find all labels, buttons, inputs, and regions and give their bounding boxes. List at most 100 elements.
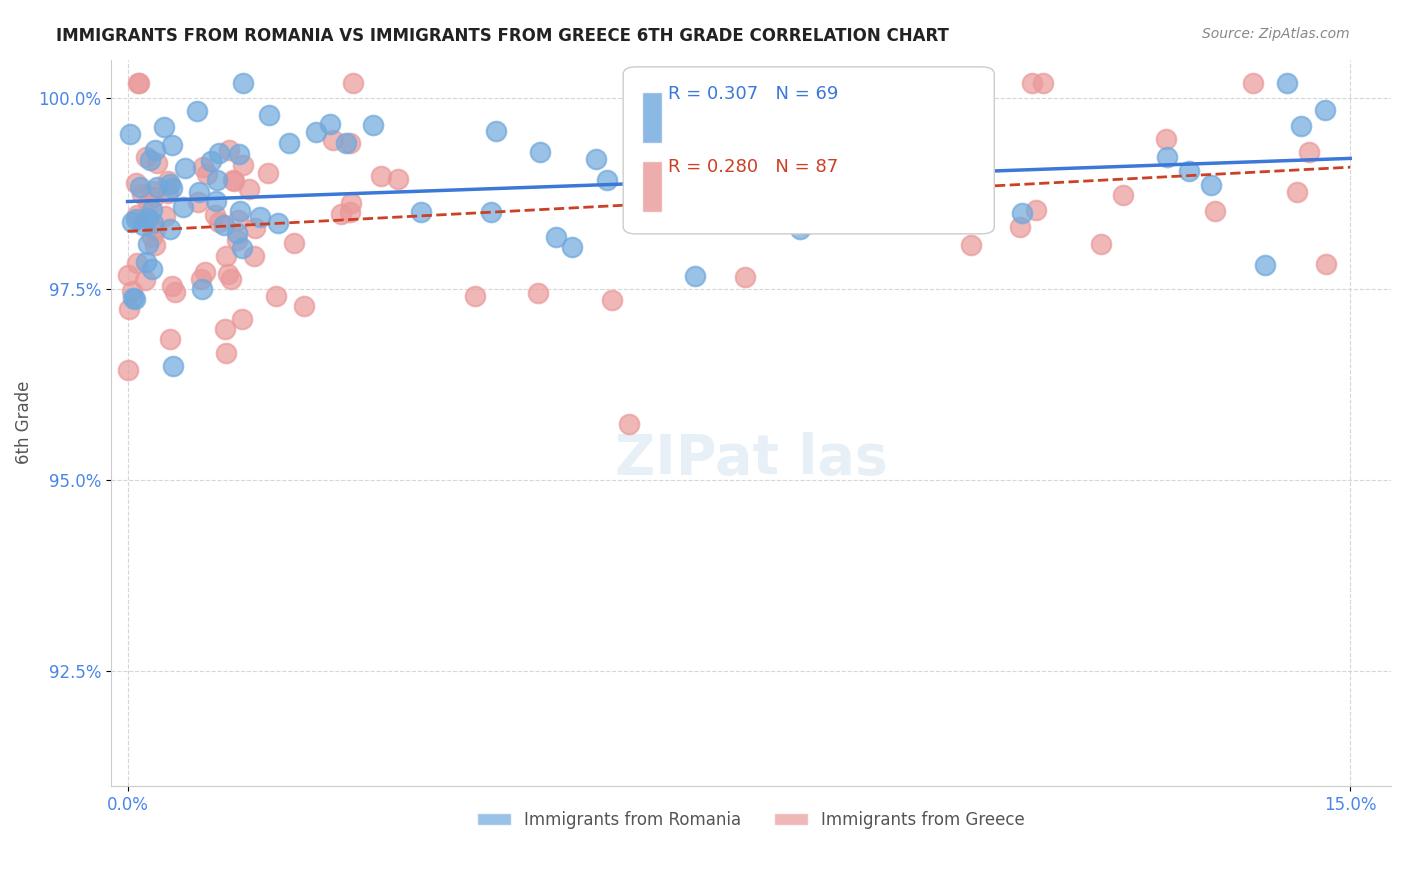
Point bbox=[141, 261, 163, 276]
Point bbox=[479, 205, 502, 219]
Point bbox=[1156, 150, 1178, 164]
Point bbox=[585, 152, 607, 166]
Point bbox=[596, 173, 619, 187]
Point bbox=[225, 233, 247, 247]
Point bbox=[124, 292, 146, 306]
Point bbox=[207, 173, 229, 187]
Point bbox=[1285, 185, 1308, 199]
Point bbox=[118, 302, 141, 317]
Point bbox=[226, 226, 249, 240]
Point bbox=[342, 76, 364, 90]
Point bbox=[194, 264, 217, 278]
Point bbox=[1032, 76, 1054, 90]
Point bbox=[143, 143, 166, 157]
Point bbox=[304, 125, 326, 139]
Point bbox=[617, 417, 640, 431]
Point bbox=[238, 182, 260, 196]
FancyBboxPatch shape bbox=[623, 67, 994, 234]
Point bbox=[966, 167, 988, 181]
Point bbox=[1315, 103, 1337, 117]
Text: R = 0.280   N = 87: R = 0.280 N = 87 bbox=[668, 212, 838, 230]
Point bbox=[172, 200, 194, 214]
Bar bbox=[643, 161, 662, 212]
Point bbox=[165, 285, 187, 300]
Point bbox=[127, 76, 149, 90]
Point bbox=[1289, 119, 1312, 133]
Point bbox=[1315, 257, 1337, 271]
Point bbox=[162, 279, 184, 293]
Point bbox=[232, 76, 254, 90]
Point bbox=[772, 121, 794, 136]
Point bbox=[190, 272, 212, 286]
Y-axis label: 6th Grade: 6th Grade bbox=[15, 381, 32, 465]
Point bbox=[292, 299, 315, 313]
Point bbox=[142, 216, 165, 230]
Point bbox=[120, 128, 142, 142]
Point bbox=[207, 145, 229, 160]
Point bbox=[160, 181, 183, 195]
Point bbox=[1298, 145, 1320, 159]
Point bbox=[145, 156, 167, 170]
Point bbox=[204, 208, 226, 222]
Point bbox=[134, 210, 156, 224]
Point bbox=[214, 322, 236, 336]
Point bbox=[638, 204, 661, 219]
Point bbox=[335, 136, 357, 150]
Point bbox=[602, 293, 624, 308]
Point bbox=[159, 221, 181, 235]
Point bbox=[215, 249, 238, 263]
Point bbox=[655, 132, 678, 146]
Point bbox=[561, 240, 583, 254]
Point bbox=[267, 216, 290, 230]
Point bbox=[139, 153, 162, 167]
Point bbox=[1011, 206, 1033, 220]
Point bbox=[195, 167, 218, 181]
Point bbox=[339, 205, 361, 219]
Point bbox=[143, 189, 166, 203]
Point bbox=[1090, 236, 1112, 251]
Point bbox=[122, 291, 145, 305]
Point bbox=[264, 289, 287, 303]
Point bbox=[734, 269, 756, 284]
Point bbox=[205, 194, 228, 208]
Text: IMMIGRANTS FROM ROMANIA VS IMMIGRANTS FROM GREECE 6TH GRADE CORRELATION CHART: IMMIGRANTS FROM ROMANIA VS IMMIGRANTS FR… bbox=[56, 27, 949, 45]
Point bbox=[1112, 187, 1135, 202]
Point bbox=[222, 172, 245, 186]
Point bbox=[214, 346, 236, 360]
Point bbox=[174, 161, 197, 175]
Point bbox=[257, 108, 280, 122]
Point bbox=[409, 205, 432, 219]
Point bbox=[794, 217, 817, 231]
Point bbox=[277, 136, 299, 150]
Point bbox=[229, 204, 252, 219]
Point bbox=[117, 268, 139, 283]
Point bbox=[1154, 132, 1177, 146]
Point bbox=[814, 159, 837, 173]
Point bbox=[136, 196, 159, 211]
Point bbox=[329, 206, 352, 220]
Point bbox=[526, 286, 548, 301]
Point bbox=[256, 166, 278, 180]
Point bbox=[153, 120, 176, 134]
Point bbox=[214, 219, 236, 233]
Point bbox=[191, 282, 214, 296]
Text: R = 0.307   N = 69: R = 0.307 N = 69 bbox=[668, 81, 838, 99]
Point bbox=[1275, 76, 1298, 90]
Point bbox=[125, 212, 148, 227]
Point bbox=[157, 186, 180, 200]
Point bbox=[226, 213, 249, 227]
Point bbox=[529, 145, 551, 160]
Point bbox=[1025, 202, 1047, 217]
Point bbox=[243, 221, 266, 235]
Point bbox=[186, 104, 208, 119]
Point bbox=[128, 76, 150, 90]
Point bbox=[125, 177, 148, 191]
Point bbox=[318, 117, 340, 131]
Text: R = 0.307   N = 69: R = 0.307 N = 69 bbox=[668, 85, 838, 103]
Point bbox=[143, 222, 166, 236]
Point bbox=[249, 210, 271, 224]
Point bbox=[224, 174, 246, 188]
Point bbox=[683, 269, 706, 284]
Point bbox=[136, 211, 159, 226]
Point bbox=[1253, 258, 1275, 272]
